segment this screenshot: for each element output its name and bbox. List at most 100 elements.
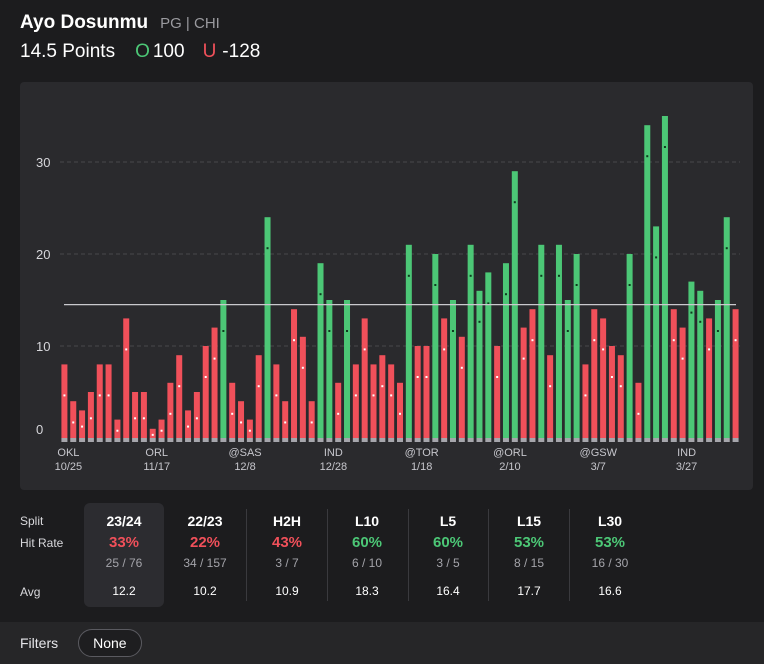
game-bar — [326, 300, 333, 438]
game-bar-marker — [319, 293, 322, 296]
game-bar-marker — [160, 429, 163, 432]
split-column-l5[interactable]: L5 60% 3 / 5 16.4 — [408, 503, 488, 607]
game-bar-base — [291, 438, 298, 442]
filter-select-button[interactable]: None — [78, 629, 142, 657]
game-bar — [423, 346, 430, 438]
game-bar — [688, 281, 695, 438]
game-bar — [317, 263, 324, 438]
game-bar-base — [573, 438, 580, 442]
game-bar-base — [308, 438, 315, 442]
game-bar-marker — [531, 339, 534, 342]
under-odds-group[interactable]: U -128 — [203, 41, 261, 63]
game-bar-base — [370, 438, 377, 442]
x-opponent-label: ORL — [145, 447, 168, 459]
column-divider — [246, 509, 247, 601]
game-bar-marker — [655, 256, 658, 259]
game-bar — [582, 364, 589, 438]
game-bar — [255, 355, 262, 438]
game-bar-base — [379, 438, 386, 442]
game-bar — [547, 355, 554, 438]
game-bar-base — [494, 438, 501, 442]
x-date-label: 2/10 — [499, 461, 520, 473]
game-bar — [617, 355, 624, 438]
game-bar — [670, 309, 677, 438]
prop-line: 14.5 Points O 100 U -128 — [20, 41, 260, 63]
game-bar — [114, 419, 121, 438]
game-bar-marker — [381, 385, 384, 388]
game-bar — [555, 244, 562, 438]
game-bar — [388, 364, 395, 438]
game-bar-base — [255, 438, 262, 442]
split-hit-fraction: 3 / 5 — [436, 556, 460, 570]
game-bar-marker — [266, 247, 269, 250]
game-bar-marker — [566, 330, 569, 332]
split-column-season-22-23[interactable]: 22/23 22% 34 / 157 10.2 — [165, 503, 245, 607]
game-bar-marker — [63, 394, 66, 397]
game-bar-base — [388, 438, 395, 442]
game-bar-marker — [240, 421, 243, 424]
game-bar — [600, 318, 607, 438]
split-column-season-23-24[interactable]: 23/24 33% 25 / 76 12.2 — [84, 503, 164, 607]
game-bar-base — [167, 438, 174, 442]
split-hit-pct: 53% — [594, 534, 626, 551]
x-date-label: 12/28 — [320, 461, 348, 473]
game-bar — [644, 125, 651, 438]
game-bar-base — [326, 438, 333, 442]
split-hit-fraction: 16 / 30 — [591, 556, 629, 570]
x-date-label: 3/7 — [591, 461, 606, 473]
game-bar — [211, 327, 218, 438]
game-bar-marker — [699, 320, 702, 323]
game-bar — [70, 401, 77, 438]
split-column-l30[interactable]: L30 53% 16 / 30 16.6 — [570, 503, 650, 607]
prop-label: 14.5 Points — [20, 41, 116, 62]
split-hit-fraction: 6 / 10 — [351, 556, 383, 570]
split-hit-pct: 60% — [351, 534, 383, 551]
game-bar-base — [299, 438, 306, 442]
game-bar — [379, 355, 386, 438]
y-tick-label: 20 — [36, 247, 50, 262]
game-bar-base — [467, 438, 474, 442]
x-date-label: 11/17 — [143, 461, 170, 473]
game-bar-marker — [619, 385, 622, 388]
x-opponent-label: @TOR — [405, 447, 439, 459]
filter-bar: Filters None — [0, 622, 764, 664]
over-odds-group[interactable]: O 100 — [135, 41, 184, 63]
game-bar — [538, 244, 545, 438]
x-date-label: 1/18 — [411, 461, 432, 473]
game-bar-base — [202, 438, 209, 442]
game-bar-marker — [284, 421, 287, 424]
game-bar — [299, 336, 306, 438]
split-column-h2h[interactable]: H2H 43% 3 / 7 10.9 — [247, 503, 327, 607]
game-bar — [449, 300, 456, 438]
game-bar — [158, 419, 165, 438]
split-name: L10 — [354, 513, 380, 529]
game-bar — [502, 263, 509, 438]
game-bar — [123, 318, 130, 438]
game-bar-marker — [195, 417, 198, 420]
split-name: L5 — [439, 513, 457, 529]
x-date-label: 12/8 — [234, 461, 255, 473]
game-bar-base — [396, 438, 404, 442]
game-bar — [176, 355, 183, 438]
game-bar-base — [405, 438, 412, 442]
split-column-l15[interactable]: L15 53% 8 / 15 17.7 — [489, 503, 569, 607]
game-bar-marker — [460, 366, 463, 369]
game-bar — [149, 428, 156, 438]
game-bar — [202, 346, 209, 438]
y-tick-label: 10 — [36, 339, 50, 354]
game-bar-marker — [72, 421, 75, 424]
split-column-l10[interactable]: L10 60% 6 / 10 18.3 — [327, 503, 407, 607]
player-name: Ayo Dosunmu — [20, 12, 149, 33]
game-bar-marker — [663, 146, 666, 148]
under-icon: U — [202, 41, 217, 62]
split-hit-fraction: 25 / 76 — [105, 556, 143, 570]
over-odds: 100 — [152, 41, 185, 62]
game-log-chart-panel: 0 10 20 30 OKL 10/25 ORL 11/17 @SAS 12/8 IND 12/28 @… — [20, 82, 753, 490]
game-bar-marker — [681, 357, 684, 360]
game-bar-base — [238, 438, 245, 442]
column-divider — [569, 509, 570, 601]
game-bar — [79, 410, 86, 438]
game-bar-marker — [593, 339, 596, 342]
filters-label: Filters — [20, 635, 59, 651]
split-name: L15 — [516, 513, 542, 529]
